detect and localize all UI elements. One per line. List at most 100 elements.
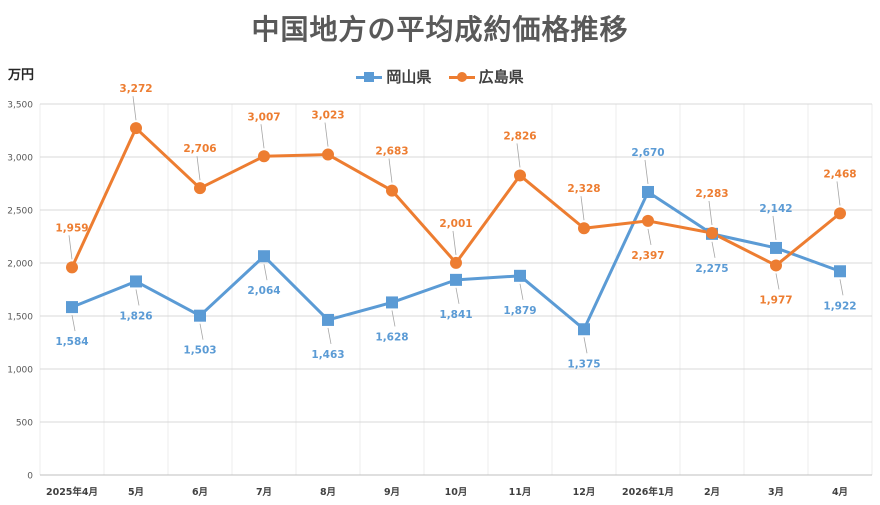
data-label: 1,628 (375, 331, 408, 343)
x-tick-label: 4月 (832, 487, 848, 498)
data-label: 3,007 (247, 111, 280, 123)
y-tick-label: 3,500 (7, 101, 33, 111)
leader-line (839, 279, 844, 296)
x-tick-label: 2月 (704, 487, 720, 498)
data-label: 1,463 (311, 349, 344, 361)
data-label: 1,503 (183, 345, 216, 357)
chart-title: 中国地方の平均成約価格推移 (251, 13, 629, 46)
leader-line (455, 287, 460, 304)
data-point (66, 301, 78, 314)
leader-line (327, 327, 332, 344)
x-tick-label: 3月 (768, 487, 784, 498)
leader-line (196, 156, 201, 181)
data-label: 2,283 (695, 188, 728, 200)
data-point (514, 269, 526, 282)
data-point (386, 184, 398, 197)
leader-line (388, 158, 393, 183)
data-point (130, 122, 142, 135)
y-tick-label: 500 (16, 419, 33, 429)
data-point (194, 309, 206, 322)
leader-line (391, 310, 396, 327)
y-tick-label: 2,500 (7, 207, 33, 217)
data-label: 1,826 (119, 310, 152, 322)
leader-line (647, 228, 652, 245)
data-point (66, 261, 78, 274)
legend-item-okayama: 岡山県 (356, 66, 431, 87)
leader-line (260, 124, 265, 149)
x-tick-label: 7月 (256, 487, 272, 498)
x-tick-label: 11月 (509, 487, 532, 498)
legend-item-hiroshima: 広島県 (448, 66, 524, 87)
x-tick-label: 10月 (445, 487, 468, 498)
data-point (706, 227, 718, 240)
data-point (834, 265, 846, 278)
data-label: 3,272 (119, 83, 152, 95)
data-label: 1,584 (55, 336, 88, 348)
leader-line (199, 323, 204, 340)
data-label: 2,328 (567, 183, 600, 195)
leader-line (135, 289, 140, 306)
leader-line (580, 196, 585, 221)
y-tick-label: 1,000 (7, 366, 33, 376)
leader-line (452, 230, 457, 255)
data-label: 1,879 (503, 305, 536, 317)
leader-line (68, 235, 73, 260)
data-label: 2,275 (695, 263, 728, 275)
leader-line (708, 200, 713, 226)
y-tick-label: 2,000 (7, 260, 33, 270)
leader-line (516, 143, 521, 168)
data-point (834, 207, 846, 220)
data-label: 2,397 (631, 250, 664, 262)
leader-line (263, 264, 268, 281)
leader-line (711, 241, 716, 258)
data-label: 2,683 (375, 146, 408, 158)
data-label: 1,959 (55, 222, 88, 234)
x-tick-label: 5月 (128, 487, 144, 498)
y-tick-label: 1,500 (7, 313, 33, 323)
data-label: 2,670 (631, 147, 664, 159)
leader-line (519, 283, 524, 300)
x-tick-label: 8月 (320, 487, 336, 498)
y-tick-label: 0 (27, 472, 33, 482)
data-label: 1,922 (823, 300, 856, 312)
data-point (130, 275, 142, 288)
data-label: 2,706 (183, 143, 216, 155)
leader-line (71, 315, 76, 332)
legend-swatch-hiroshima (448, 69, 475, 85)
y-tick-label: 3,000 (7, 154, 33, 164)
legend-label-hiroshima: 広島県 (478, 68, 524, 86)
x-tick-label: 2026年1月 (622, 486, 674, 498)
data-point (450, 256, 462, 269)
leader-line (644, 159, 649, 185)
data-label: 2,142 (759, 203, 792, 215)
data-label: 2,001 (439, 218, 472, 230)
data-point (386, 296, 398, 309)
leader-line (583, 337, 588, 354)
data-label: 2,064 (247, 285, 280, 297)
legend-swatch-okayama (356, 69, 383, 85)
data-point (258, 250, 270, 263)
data-point (194, 182, 206, 195)
x-tick-label: 6月 (192, 487, 208, 498)
data-point (322, 313, 334, 326)
data-label: 1,375 (567, 358, 600, 370)
data-label: 1,841 (439, 309, 472, 321)
data-point (322, 148, 334, 161)
x-tick-label: 9月 (384, 487, 400, 498)
y-axis-unit-label: 万円 (8, 68, 35, 83)
x-tick-label: 2025年4月 (46, 486, 98, 498)
data-point (514, 169, 526, 182)
data-label: 2,468 (823, 168, 856, 180)
leader-line (772, 215, 777, 240)
data-point (770, 241, 782, 254)
data-point (770, 259, 782, 272)
data-label: 2,826 (503, 130, 536, 142)
data-point (578, 323, 590, 336)
leader-line (836, 181, 841, 206)
leader-line (324, 122, 329, 147)
x-tick-label: 12月 (573, 487, 596, 498)
data-label: 1,977 (759, 294, 792, 306)
data-label: 3,023 (311, 110, 344, 122)
data-point (642, 185, 654, 198)
